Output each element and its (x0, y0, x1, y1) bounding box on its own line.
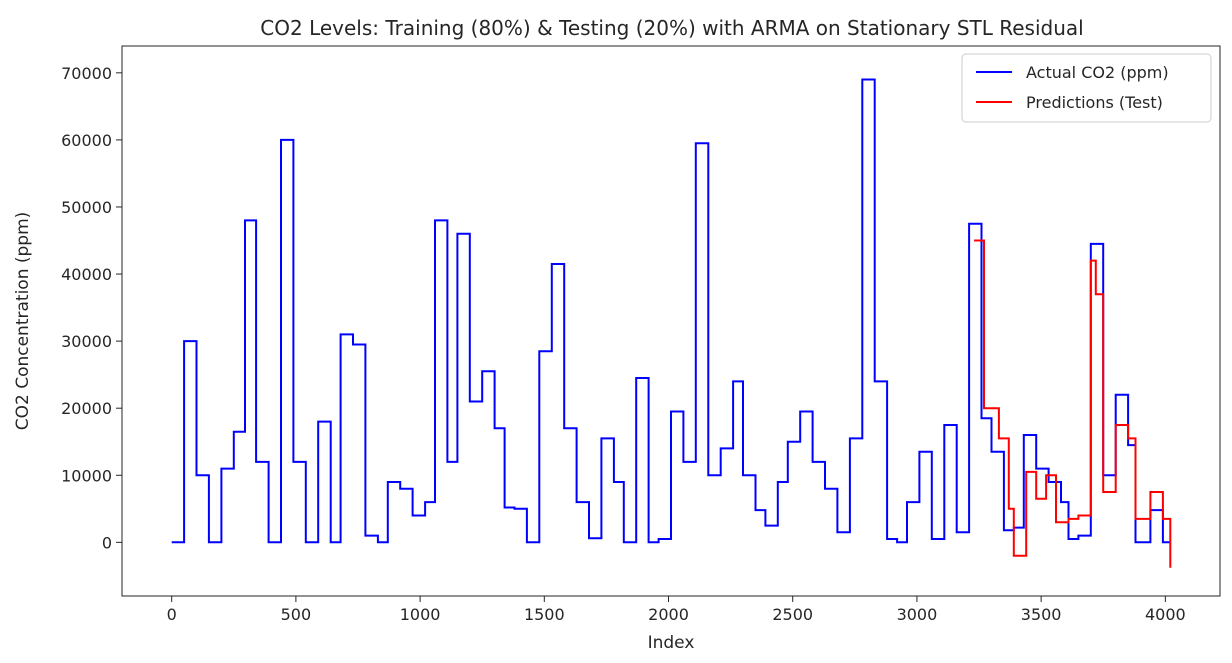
legend-frame (961, 53, 1212, 123)
series-line-predictions (974, 239, 1172, 568)
x-tick-label: 3500 (1021, 605, 1062, 624)
legend-label-actual: Actual CO2 (ppm) (1026, 63, 1169, 82)
x-tick-label: 1500 (524, 605, 565, 624)
x-tick-label: 1000 (400, 605, 441, 624)
y-tick-label: 70000 (61, 64, 112, 83)
y-axis: 0 10000 20000 30000 40000 50000 60000 70000 (61, 64, 122, 552)
y-tick-label: 60000 (61, 131, 112, 150)
x-axis: 0 500 1000 1500 2000 2500 3000 3500 4000 (167, 596, 1186, 624)
x-tick-label: 2000 (648, 605, 689, 624)
chart-title: CO2 Levels: Training (80%) & Testing (20… (260, 16, 1083, 40)
y-tick-label: 20000 (61, 399, 112, 418)
x-tick-label: 3000 (897, 605, 938, 624)
y-tick-label: 10000 (61, 466, 112, 485)
y-tick-label: 30000 (61, 332, 112, 351)
series-line-actual (171, 78, 1171, 544)
legend: Actual CO2 (ppm) Predictions (Test) (961, 53, 1212, 123)
x-tick-label: 2500 (772, 605, 813, 624)
x-axis-label: Index (648, 633, 695, 653)
y-tick-label: 0 (102, 533, 112, 552)
x-tick-label: 500 (281, 605, 312, 624)
plot-area (121, 45, 1221, 597)
x-tick-label: 0 (167, 605, 177, 624)
plot-frame (121, 45, 1221, 597)
y-tick-label: 50000 (61, 198, 112, 217)
y-tick-label: 40000 (61, 265, 112, 284)
x-tick-label: 4000 (1145, 605, 1186, 624)
legend-label-predictions: Predictions (Test) (1026, 93, 1163, 112)
y-axis-label: CO2 Concentration (ppm) (13, 212, 33, 431)
series-layer (171, 78, 1172, 568)
